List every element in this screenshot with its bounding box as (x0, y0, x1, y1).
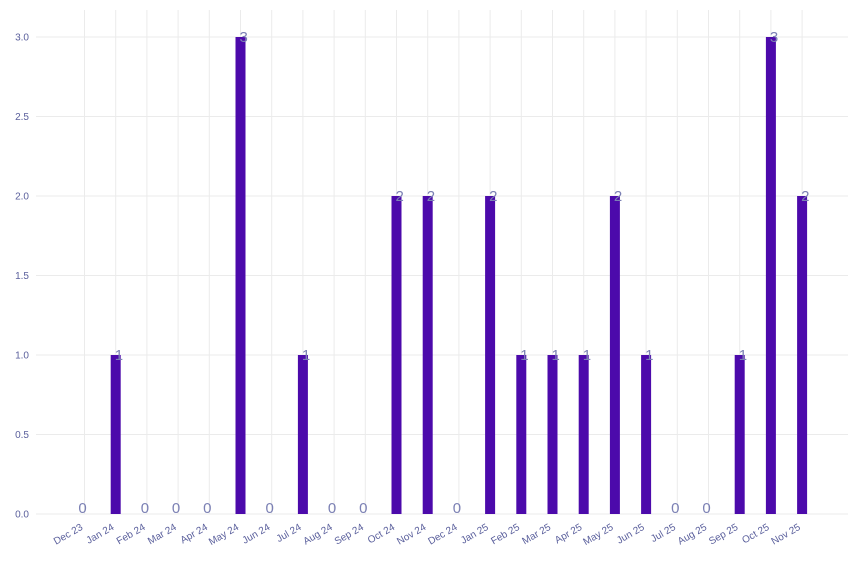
data-label: 2 (427, 188, 435, 205)
x-tick-label: Jun 25 (615, 522, 647, 547)
data-label: 1 (739, 347, 747, 364)
x-tick-label: Apr 24 (179, 522, 210, 546)
data-label: 1 (520, 347, 528, 364)
data-label: 0 (78, 500, 86, 517)
x-tick-label: Nov 24 (395, 522, 428, 548)
data-label: 0 (671, 500, 679, 517)
data-label: 2 (489, 188, 497, 205)
grid-lines (36, 10, 848, 515)
data-label: 1 (583, 347, 591, 364)
data-label: 0 (172, 500, 180, 517)
x-tick-label: Mar 24 (146, 522, 179, 547)
x-tick-label: Jul 24 (275, 522, 304, 545)
x-tick-label: Dec 24 (426, 522, 459, 548)
x-tick-label: Apr 25 (553, 522, 584, 546)
bar (297, 355, 308, 514)
x-tick-label: Feb 25 (489, 522, 522, 547)
data-label: 2 (614, 188, 622, 205)
data-label: 1 (552, 347, 560, 364)
bar (797, 196, 808, 514)
bar (485, 196, 496, 514)
y-tick-label: 1.5 (15, 271, 29, 282)
bar (391, 196, 402, 514)
data-labels: 0 1 0 0 0 3 0 1 0 0 2 2 0 2 1 1 1 2 1 0 0 1 3 2 (78, 29, 809, 517)
x-tick-label: Aug 24 (302, 522, 335, 548)
bar (110, 355, 121, 514)
x-tick-label: Feb 24 (115, 522, 148, 547)
bar (578, 355, 589, 514)
data-label: 2 (396, 188, 404, 205)
x-tick-label: Oct 24 (366, 522, 397, 546)
x-tick-label: Jun 24 (241, 522, 273, 547)
data-label: 0 (328, 500, 336, 517)
data-label: 1 (302, 347, 310, 364)
y-tick-label: 3.0 (15, 33, 29, 44)
x-tick-label: Dec 23 (52, 522, 85, 548)
bars (110, 37, 808, 514)
x-tick-label: Sep 24 (333, 522, 366, 548)
x-tick-label: Mar 25 (521, 522, 554, 547)
y-tick-label: 0.5 (15, 430, 29, 441)
x-tick-label: Nov 25 (770, 522, 803, 548)
bar (516, 355, 527, 514)
x-tick-label: Jan 24 (85, 522, 117, 547)
bar (641, 355, 652, 514)
y-tick-label: 2.0 (15, 192, 29, 203)
y-tick-label: 0.0 (15, 510, 29, 521)
data-label: 0 (359, 500, 367, 517)
data-label: 0 (141, 500, 149, 517)
data-label: 2 (801, 188, 809, 205)
data-label: 0 (203, 500, 211, 517)
bar (422, 196, 433, 514)
bar (547, 355, 558, 514)
data-label: 3 (240, 29, 248, 46)
x-tick-label: Jul 25 (649, 522, 678, 545)
bar (609, 196, 620, 514)
data-label: 0 (702, 500, 710, 517)
data-label: 0 (453, 500, 461, 517)
x-tick-label: Jan 25 (459, 522, 491, 547)
x-tick-label: Sep 25 (707, 522, 740, 548)
y-tick-label: 2.5 (15, 112, 29, 123)
y-axis-ticks: 0.0 0.5 1.0 1.5 2.0 2.5 3.0 (15, 33, 29, 521)
x-tick-label: May 24 (207, 522, 241, 548)
x-tick-label: Oct 25 (740, 522, 771, 546)
bar (734, 355, 745, 514)
data-label: 1 (115, 347, 123, 364)
x-tick-label: May 25 (581, 522, 615, 548)
data-label: 3 (770, 29, 778, 46)
data-label: 1 (645, 347, 653, 364)
x-tick-label: Aug 25 (676, 522, 709, 548)
bar (765, 37, 776, 514)
data-label: 0 (266, 500, 274, 517)
bar (235, 37, 246, 514)
y-tick-label: 1.0 (15, 351, 29, 362)
